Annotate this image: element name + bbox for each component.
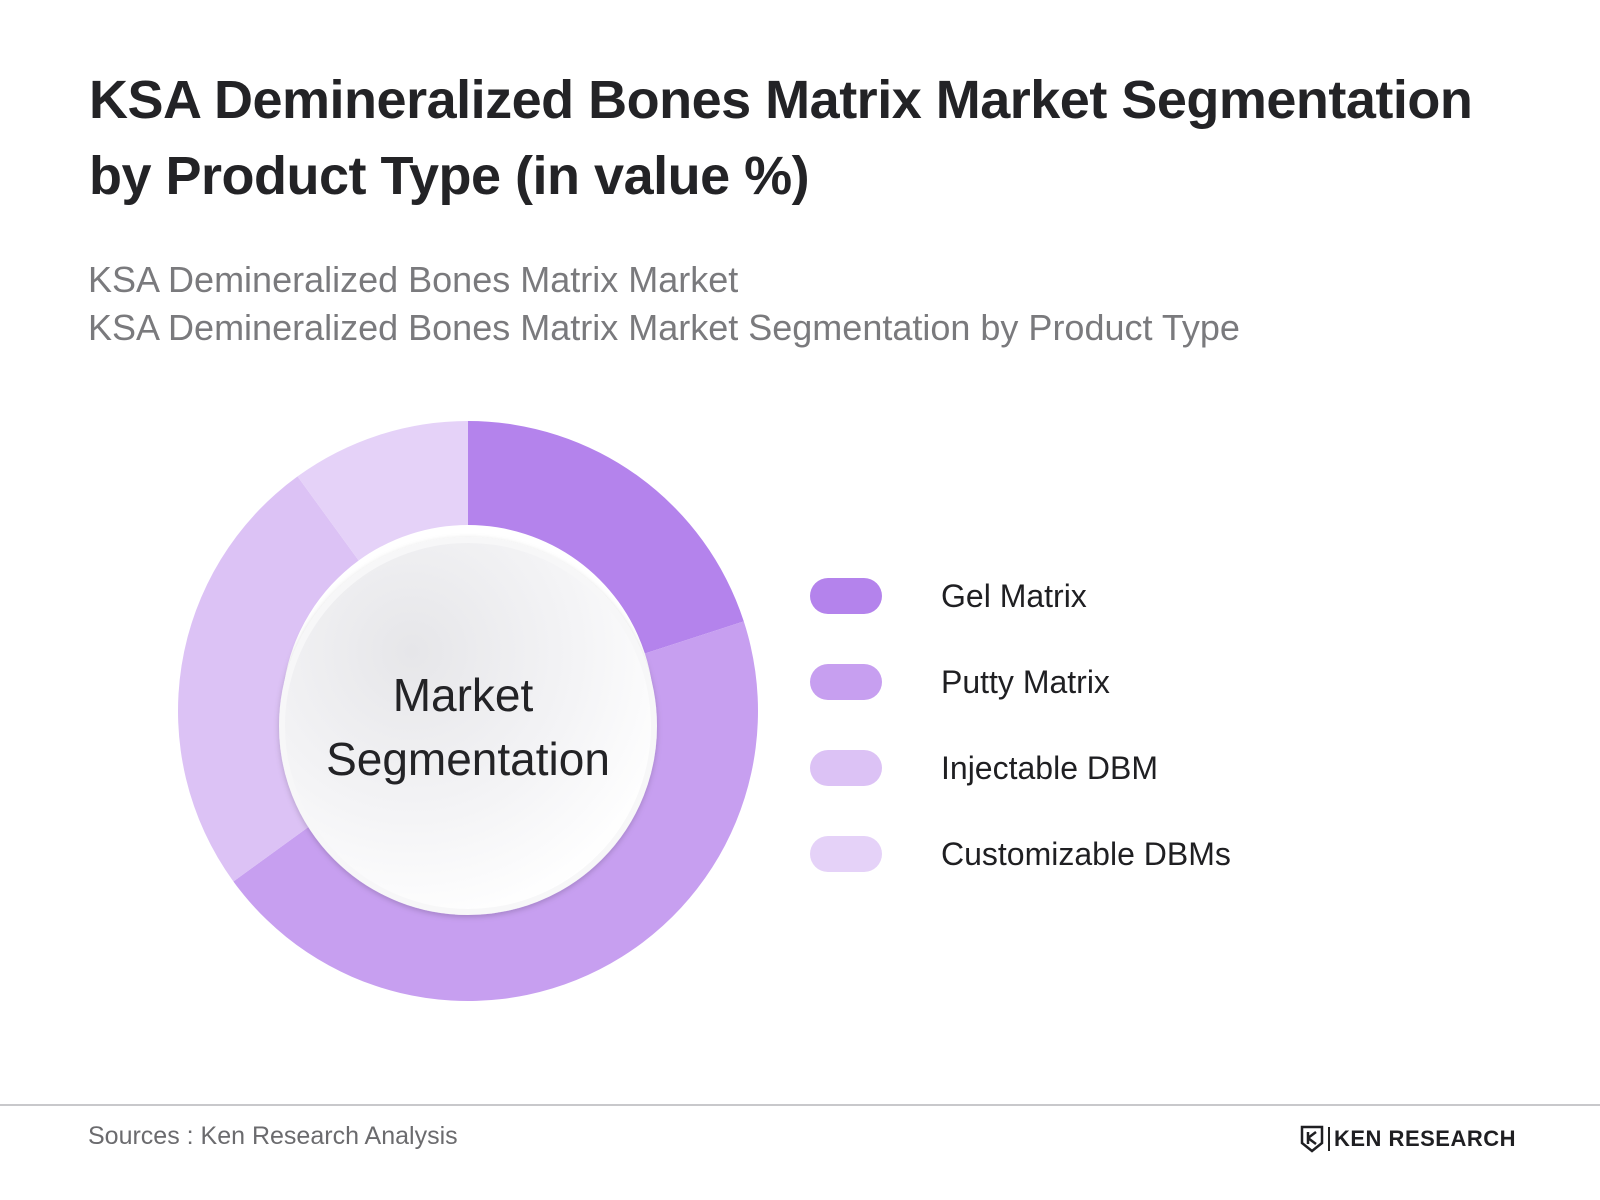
legend-label-customizable-dbms: Customizable DBMs — [941, 836, 1231, 872]
donut-chart: Market Segmentation — [177, 421, 758, 1001]
center-label-line-2: Segmentation — [326, 733, 610, 785]
legend-item-gel-matrix: Gel Matrix — [810, 576, 1370, 662]
legend-swatch-injectable-dbm — [810, 750, 882, 786]
slice-customizable-dbms — [297, 421, 468, 561]
ken-research-logo: KEN RESEARCH — [1300, 1124, 1516, 1154]
brand-name: KEN RESEARCH — [1334, 1126, 1517, 1151]
source-note: Sources : Ken Research Analysis — [88, 1122, 458, 1150]
chart-subtitle-line-1: KSA Demineralized Bones Matrix Market — [88, 259, 739, 300]
chart-title: KSA Demineralized Bones Matrix Market Se… — [89, 70, 1473, 206]
slice-gel-matrix — [468, 421, 744, 654]
legend-label-injectable-dbm: Injectable DBM — [941, 750, 1158, 786]
legend-item-injectable-dbm: Injectable DBM — [810, 748, 1370, 834]
donut-center-circle — [279, 537, 657, 915]
legend-swatch-gel-matrix — [810, 578, 882, 614]
center-label-line-1: Market — [393, 669, 534, 721]
legend-label-putty-matrix: Putty Matrix — [941, 664, 1110, 700]
donut-slices — [177, 421, 758, 1001]
legend-item-putty-matrix: Putty Matrix — [810, 662, 1370, 748]
donut-center: Market Segmentation — [279, 537, 657, 915]
legend-swatch-customizable-dbms — [810, 836, 882, 872]
brand-separator — [1328, 1127, 1330, 1151]
chart-subtitle-line-2: KSA Demineralized Bones Matrix Market Se… — [88, 307, 1240, 348]
footer-divider — [0, 1104, 1600, 1106]
legend-label-gel-matrix: Gel Matrix — [941, 578, 1087, 614]
legend-swatch-putty-matrix — [810, 664, 882, 700]
ken-research-shield-icon — [1300, 1125, 1324, 1153]
slice-injectable-dbm — [177, 476, 359, 882]
chart-legend: Gel Matrix Putty Matrix Injectable DBM C… — [810, 576, 1370, 920]
slice-putty-matrix — [233, 621, 758, 1001]
legend-item-customizable-dbms: Customizable DBMs — [810, 834, 1370, 920]
